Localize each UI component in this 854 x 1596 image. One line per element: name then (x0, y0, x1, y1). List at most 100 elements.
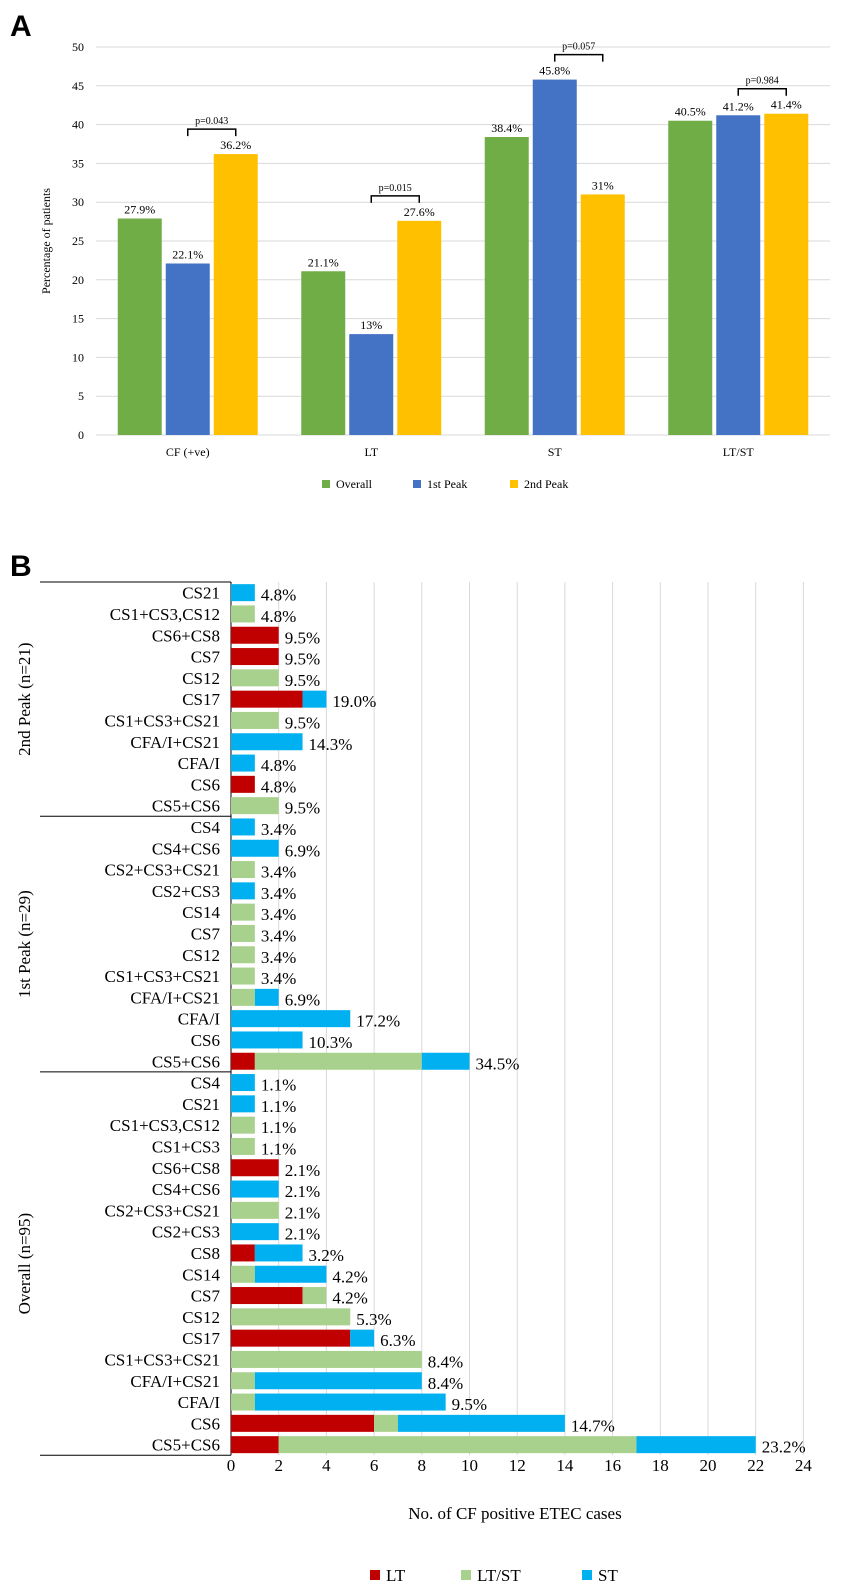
category-label: CS1+CS3+CS21 (104, 967, 220, 986)
percent-label: 4.8% (261, 756, 296, 775)
category-label: CS14 (182, 903, 220, 922)
bar-segment-lt (231, 648, 279, 666)
bar-segment-ltst (231, 946, 255, 964)
y-tick-label: 0 (78, 428, 84, 442)
bar-segment-ltst (231, 1393, 255, 1411)
bar-segment-lt (231, 626, 279, 644)
x-tick-label: 6 (370, 1456, 379, 1475)
bar-segment-st (231, 754, 255, 772)
bar (764, 113, 809, 436)
bar (484, 137, 529, 436)
percent-label: 9.5% (285, 671, 320, 690)
legend-swatch (322, 480, 330, 488)
bar (668, 120, 713, 435)
bar (716, 115, 761, 436)
category-label: CS1+CS3,CS12 (110, 1116, 220, 1135)
data-label: 27.6% (404, 205, 435, 219)
bar-segment-st (231, 1095, 255, 1113)
bar-segment-ltst (231, 797, 279, 815)
category-label: CS21 (182, 1095, 220, 1114)
bar-segment-ltst (254, 1052, 422, 1070)
bar-segment-st (231, 584, 255, 602)
percent-label: 3.4% (261, 905, 296, 924)
bar (532, 79, 577, 435)
category-label: CS6 (191, 1414, 220, 1433)
bar-segment-ltst (231, 988, 255, 1006)
x-axis-label: No. of CF positive ETEC cases (408, 1504, 621, 1523)
legend-label: LT/ST (477, 1566, 521, 1585)
bar-segment-ltst (231, 1137, 255, 1155)
category-label: CFA/I (178, 1010, 221, 1029)
x-tick-label: 12 (509, 1456, 526, 1475)
bar (580, 194, 625, 435)
y-tick-label: 25 (72, 234, 84, 248)
category-label: CFA/I+CS21 (130, 1372, 220, 1391)
percent-label: 2.1% (285, 1161, 320, 1180)
percent-label: 2.1% (285, 1225, 320, 1244)
percent-label: 2.1% (285, 1182, 320, 1201)
significance-bracket (370, 195, 420, 203)
category-label: CS5+CS6 (152, 1052, 220, 1071)
bar-segment-st (254, 1265, 327, 1283)
x-tick-label: 20 (700, 1456, 717, 1475)
percent-label: 6.9% (285, 841, 320, 860)
data-label: 21.1% (308, 255, 339, 269)
group-label: Overall (n=95) (15, 1213, 34, 1315)
bar-segment-st (231, 839, 279, 857)
category-label: CS8 (191, 1244, 220, 1263)
percent-label: 2.1% (285, 1203, 320, 1222)
percent-label: 9.5% (285, 628, 320, 647)
bar-segment-st (231, 1180, 279, 1198)
bar-segment-st (231, 1223, 279, 1241)
percent-label: 4.2% (332, 1289, 367, 1308)
bar-segment-ltst (278, 1436, 637, 1454)
legend-swatch (510, 480, 518, 488)
bar (397, 220, 442, 435)
category-label: CFA/I+CS21 (130, 988, 220, 1007)
category-label: CS12 (182, 946, 220, 965)
bar-segment-st (231, 1010, 351, 1028)
percent-label: 14.3% (309, 735, 353, 754)
percent-label: 9.5% (285, 650, 320, 669)
percent-label: 9.5% (285, 713, 320, 732)
percent-label: 4.8% (261, 586, 296, 605)
percent-label: 3.4% (261, 820, 296, 839)
bar-segment-st (421, 1052, 470, 1070)
y-tick-label: 20 (72, 273, 84, 287)
data-label: 45.8% (539, 64, 570, 78)
bar-segment-ltst (231, 1201, 279, 1219)
y-tick-label: 50 (72, 40, 84, 54)
bar-segment-lt (231, 690, 303, 708)
category-label: CS6 (191, 775, 220, 794)
x-tick-label: 0 (227, 1456, 236, 1475)
category-label: CS2+CS3+CS21 (104, 1201, 220, 1220)
category-label: CS4+CS6 (152, 1180, 220, 1199)
panel-b-letter: B (10, 550, 32, 583)
percent-label: 9.5% (452, 1395, 487, 1414)
category-label: CS1+CS3+CS21 (104, 1350, 220, 1369)
percent-label: 1.1% (261, 1097, 296, 1116)
bar-segment-st (254, 1393, 446, 1411)
bar-segment-ltst (231, 1265, 255, 1283)
x-tick-label: 22 (747, 1456, 764, 1475)
bar (349, 334, 394, 435)
percent-label: 8.4% (428, 1352, 463, 1371)
bar-segment-lt (231, 1052, 255, 1070)
bar (117, 218, 162, 435)
percent-label: 8.4% (428, 1374, 463, 1393)
category-label: CS2+CS3+CS21 (104, 861, 220, 880)
bar-segment-st (302, 690, 327, 708)
bar-segment-st (636, 1436, 756, 1454)
category-label: CS21 (182, 584, 220, 603)
bar-segment-ltst (374, 1414, 398, 1432)
bar-segment-ltst (231, 924, 255, 942)
bar-segment-st (231, 818, 255, 836)
x-tick-label: LT/ST (723, 445, 755, 459)
x-tick-label: 10 (461, 1456, 478, 1475)
bar-segment-ltst (302, 1287, 327, 1305)
x-tick-label: 18 (652, 1456, 669, 1475)
x-tick-label: 2 (274, 1456, 283, 1475)
y-tick-label: 15 (72, 312, 84, 326)
bar-segment-lt (231, 775, 255, 793)
percent-label: 9.5% (285, 799, 320, 818)
